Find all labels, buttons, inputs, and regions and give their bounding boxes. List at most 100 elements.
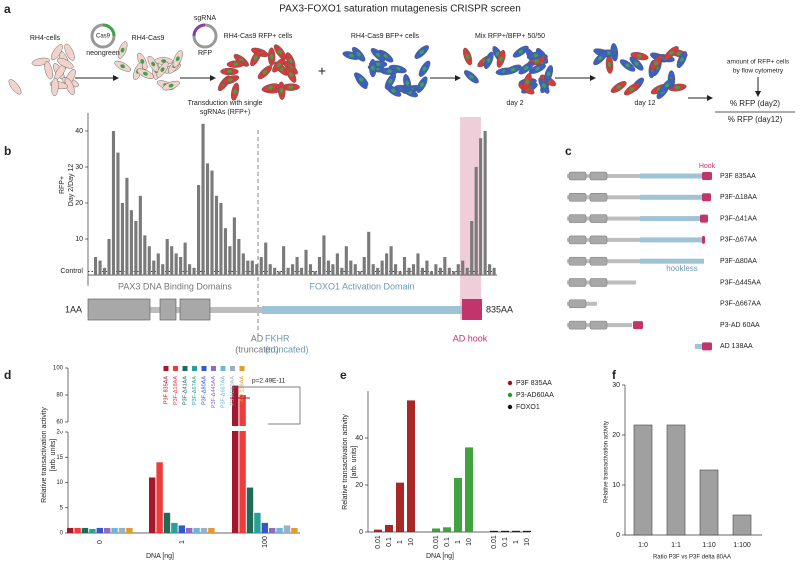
bar: [276, 527, 283, 533]
bar: [241, 253, 245, 275]
foxo1-domain: [262, 306, 462, 314]
hook-highlight: [460, 117, 481, 320]
dna-binding-domain: [87, 298, 151, 321]
construct-label: P3F-Δ445AA: [720, 279, 761, 286]
bar: [394, 264, 398, 275]
nucleus: [375, 52, 381, 57]
label: +: [318, 63, 326, 79]
bar: [246, 487, 254, 533]
bar: [269, 527, 276, 533]
legend-swatch: [173, 366, 178, 371]
nucleus: [388, 78, 393, 84]
bar: [219, 203, 223, 275]
label: RH4-Cas9: [132, 35, 165, 42]
bar: [501, 530, 509, 532]
x-tick-label: 0.01: [433, 535, 440, 549]
bar: [178, 525, 185, 533]
construct-domain: [568, 171, 587, 181]
y-axis-title: Day 2/Day 12: [68, 164, 75, 207]
bar: [291, 264, 295, 275]
bar: [147, 246, 151, 275]
nucleus: [420, 82, 424, 87]
y-tick-label: 20: [56, 430, 63, 436]
bar: [232, 217, 236, 275]
bar: [237, 239, 241, 275]
axis-break: [60, 426, 300, 431]
bar: [210, 170, 214, 275]
y-tick-label: 5: [60, 505, 64, 511]
bar: [161, 264, 165, 275]
y-tick-label: 40: [75, 128, 83, 135]
bar: [163, 512, 171, 533]
nucleus: [510, 67, 516, 72]
construct-label: P3F-Δ667AA: [720, 301, 761, 308]
legend-label: P3-AD60AA: [516, 392, 554, 399]
bar: [434, 264, 438, 275]
label: Hook: [699, 163, 716, 170]
bar: [174, 253, 178, 275]
nucleus: [161, 59, 167, 63]
bar: [492, 267, 496, 275]
nucleus: [233, 89, 237, 95]
bar: [376, 267, 380, 275]
label: 1AA: [65, 304, 82, 314]
legend-label: P3F-Δ67AA: [192, 376, 198, 405]
bar: [313, 271, 317, 275]
nucleus: [288, 85, 294, 89]
construct-hook: [702, 172, 712, 180]
nucleus: [386, 69, 392, 73]
label: RH4-Cas9 RFP+ cells: [224, 33, 293, 40]
legend-swatch: [201, 366, 207, 371]
nucleus: [469, 74, 474, 79]
legend-swatch: [211, 366, 216, 371]
x-tick-label: 0.01: [375, 535, 382, 549]
nucleus: [348, 53, 354, 58]
y-tick-label: 0: [359, 529, 363, 536]
bar: [283, 525, 291, 533]
bar: [479, 138, 483, 275]
nucleus: [160, 67, 165, 72]
bar: [201, 123, 205, 275]
construct-domain: [589, 278, 608, 287]
label: Mix RFP+/BFP+ 50/50: [475, 33, 545, 40]
legend-label: P3F-Δ667AA: [220, 376, 226, 408]
nucleus: [67, 49, 72, 55]
bar: [385, 253, 389, 275]
construct-foxo1: [640, 237, 702, 243]
legend-marker: [507, 404, 513, 410]
bar: [371, 264, 375, 275]
construct-label: P3-AD 60AA: [720, 322, 760, 329]
bar: [443, 257, 447, 275]
nucleus: [674, 85, 680, 90]
x-tick-label: 10: [408, 538, 415, 546]
bar: [183, 242, 187, 275]
nucleus: [541, 83, 546, 88]
x-axis-title: DNA [ng]: [426, 553, 454, 560]
panel-letter: b: [4, 144, 11, 158]
bar: [96, 527, 103, 533]
panel-letter: e: [340, 368, 347, 382]
panel-letter: f: [612, 368, 617, 382]
label: (truncated): [235, 344, 279, 354]
construct-hook: [702, 342, 712, 351]
bar: [89, 528, 96, 533]
construct-label: P3F-Δ41AA: [720, 215, 757, 222]
bar: [134, 221, 138, 275]
construct-domain: [568, 193, 587, 202]
bar: [326, 260, 330, 275]
bar: [186, 527, 193, 533]
bar: [125, 177, 129, 275]
bar: [299, 267, 304, 275]
bar: [438, 267, 442, 275]
bar: [454, 477, 462, 532]
plasmid-arc: [192, 23, 206, 37]
construct-domain: [589, 193, 608, 202]
label: AD: [251, 333, 264, 343]
construct-label: P3F 835AA: [720, 173, 756, 180]
bar: [259, 257, 263, 275]
label: (truncated): [265, 344, 309, 354]
bar: [286, 267, 290, 275]
nucleus: [233, 62, 239, 66]
bar: [465, 267, 469, 275]
